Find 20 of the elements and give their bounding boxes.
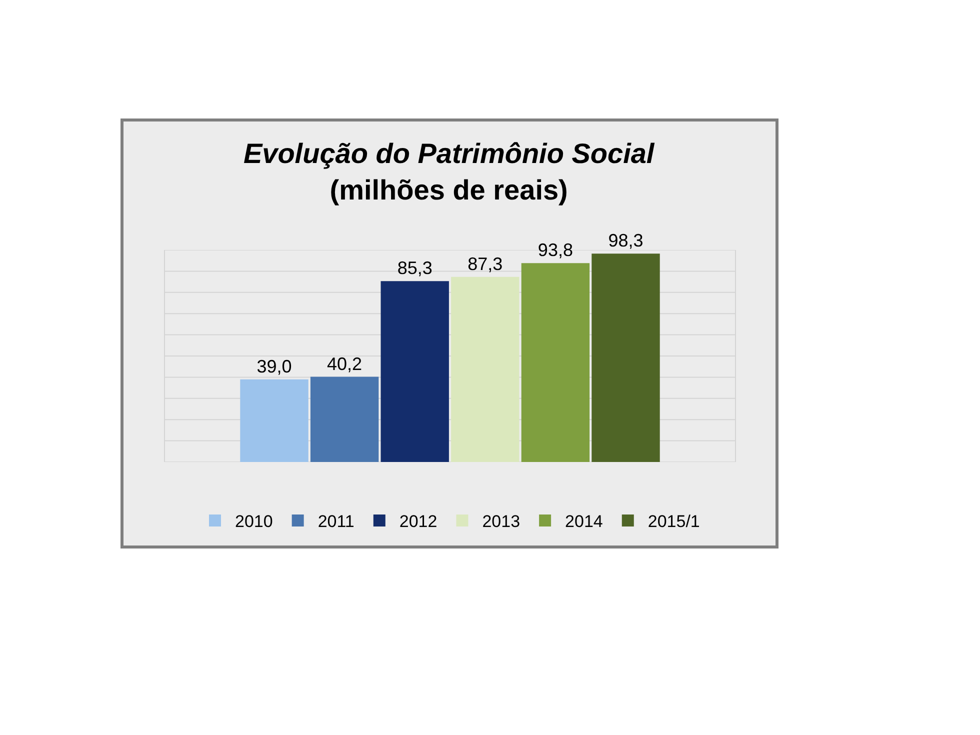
data-label: 85,3 (397, 258, 432, 278)
legend-label: 2011 (318, 512, 354, 532)
chart-subtitle: (milhões de reais) (330, 174, 568, 206)
bar (451, 276, 520, 462)
legend-label: 2013 (482, 512, 520, 532)
bar (592, 254, 660, 462)
data-label: 98,3 (608, 230, 644, 251)
bar (521, 263, 590, 462)
bar (310, 376, 379, 462)
legend-label: 2014 (565, 512, 603, 532)
data-label: 87,3 (468, 254, 503, 274)
data-label: 93,8 (538, 240, 573, 260)
bar (380, 281, 449, 462)
chart-title: Evolução do Patrimônio Social (243, 138, 656, 169)
legend-label: 2015/1 (648, 512, 700, 532)
legend-label: 2010 (235, 512, 273, 532)
data-label: 39,0 (256, 356, 292, 376)
bar (240, 379, 308, 462)
data-label: 40,2 (327, 354, 362, 374)
legend-label: 2012 (399, 512, 438, 532)
